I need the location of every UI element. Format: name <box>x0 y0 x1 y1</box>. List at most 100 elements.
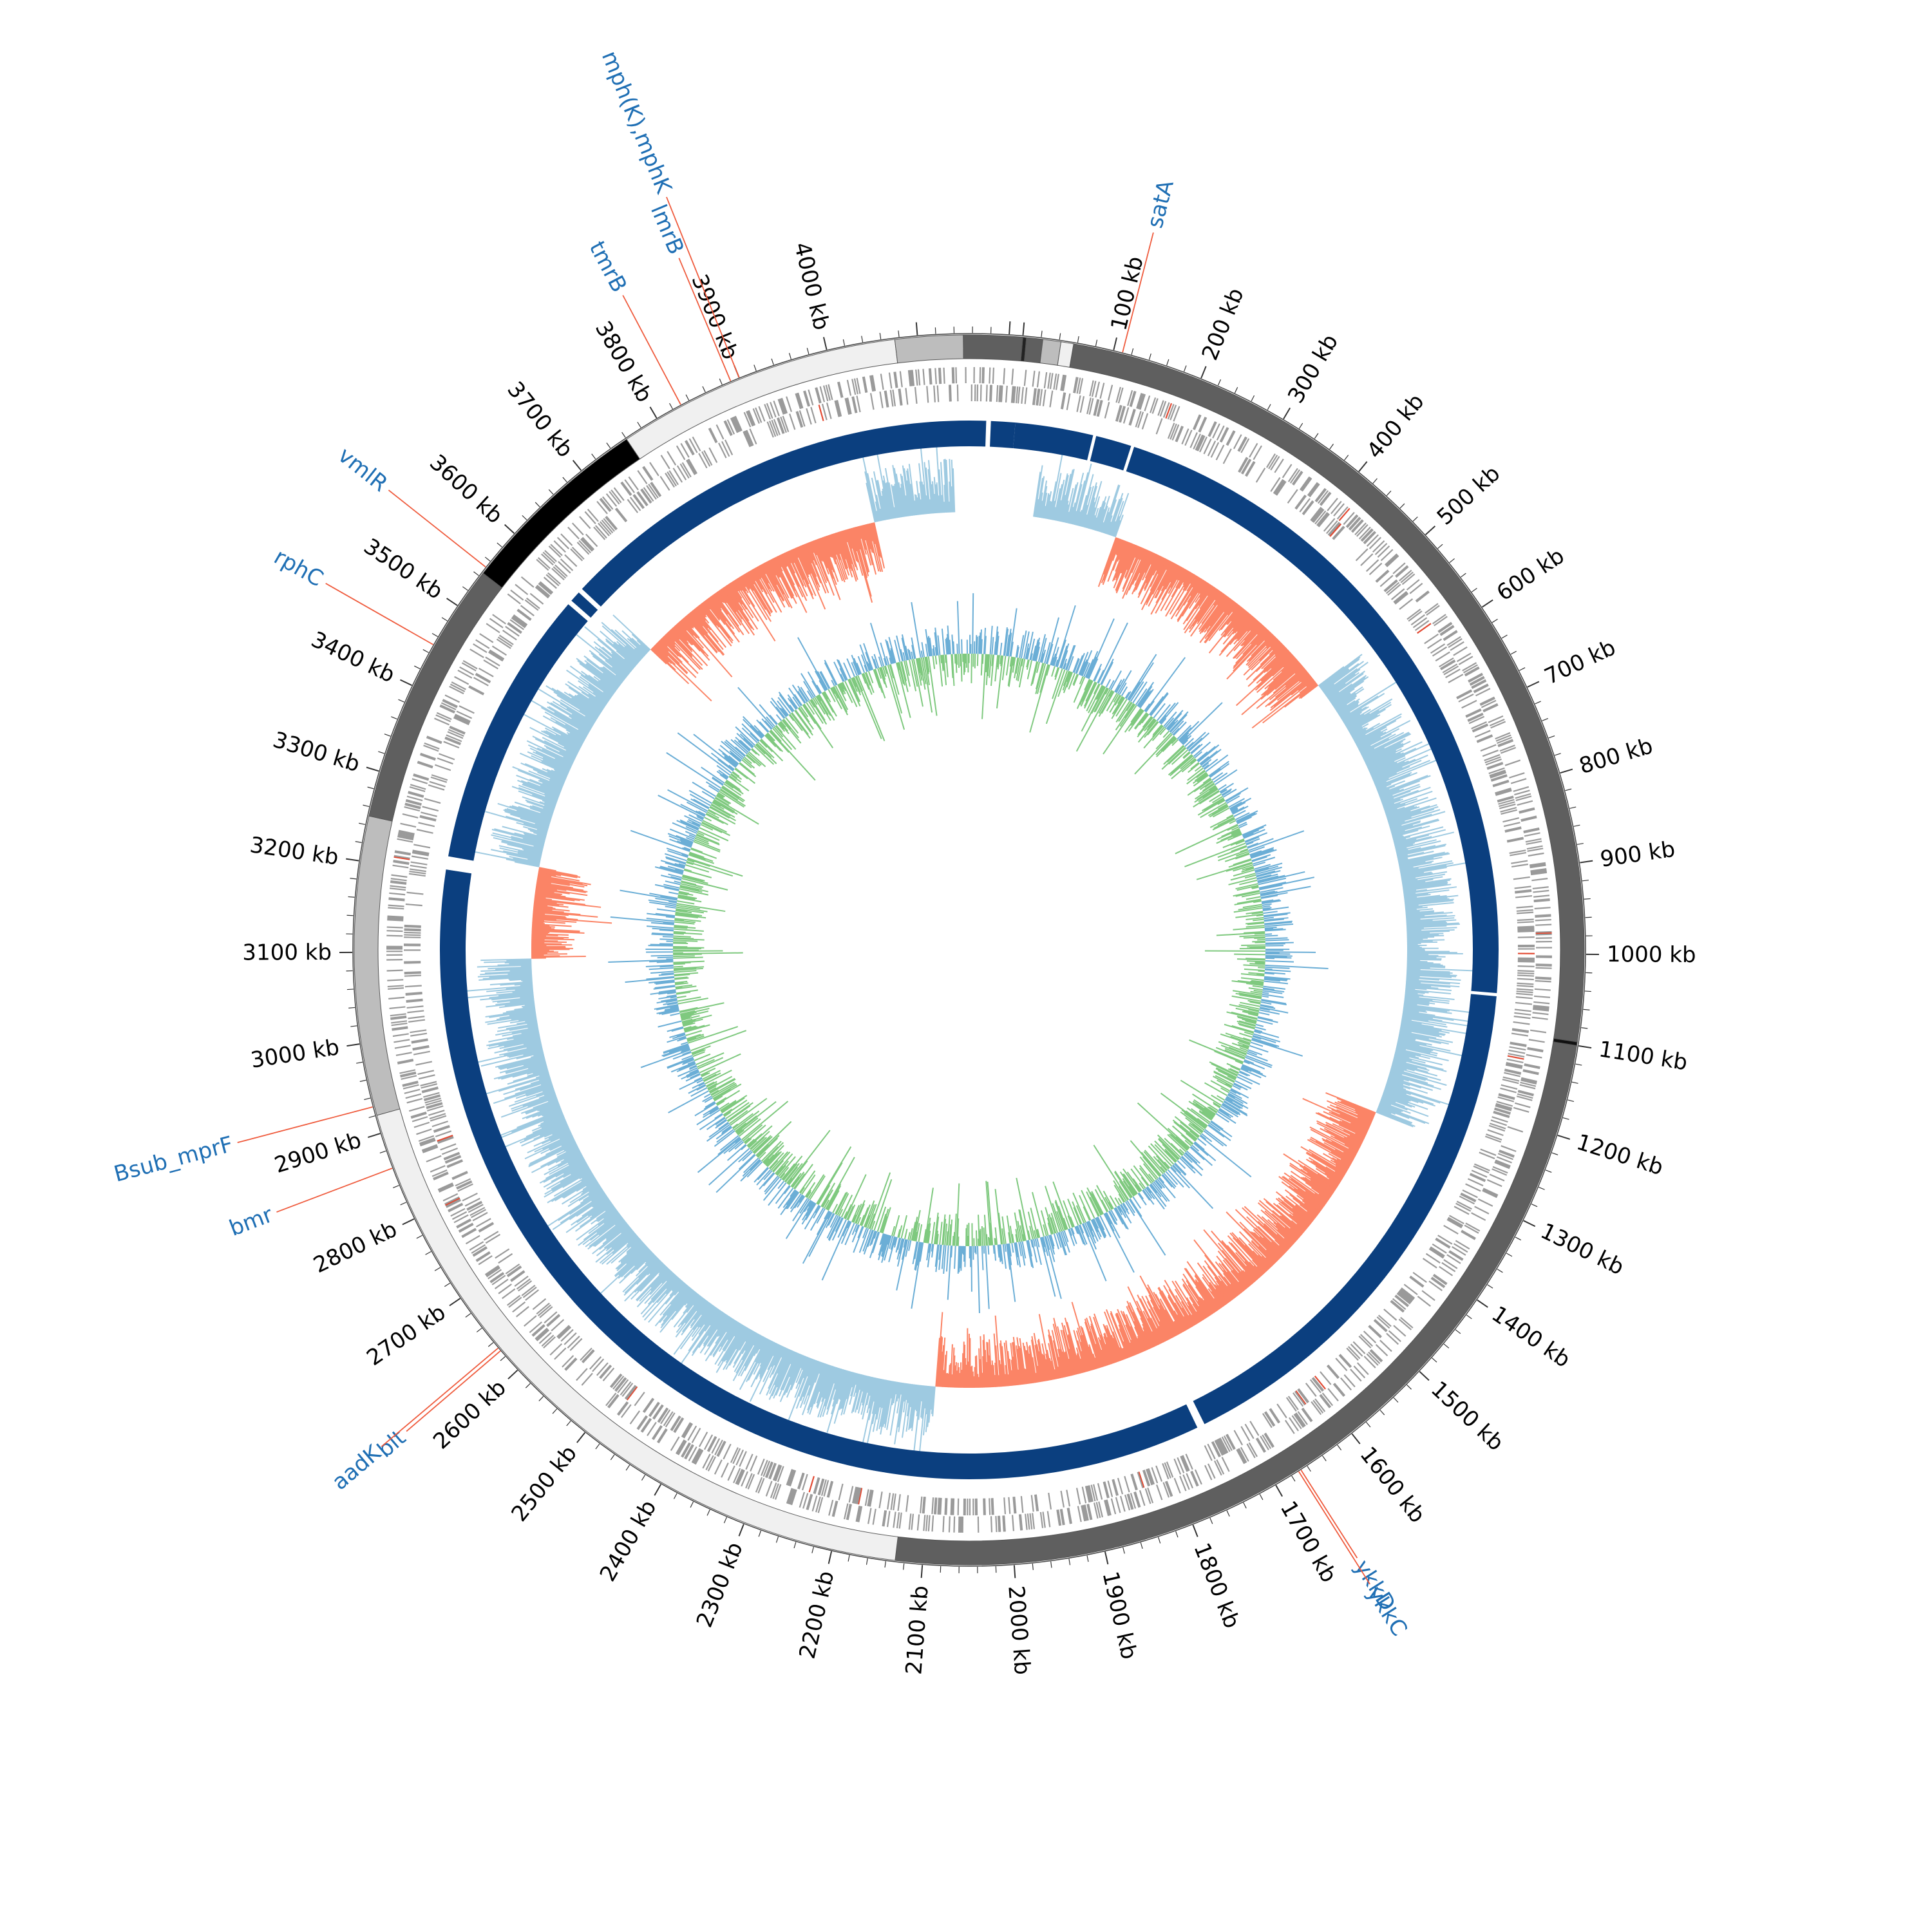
gc-skew-bar <box>1390 821 1421 831</box>
gc-content-bar <box>1252 985 1264 988</box>
gc-content-bar <box>1011 1234 1014 1243</box>
gc-content-bar <box>1215 769 1238 786</box>
gc-content-bar <box>667 1026 684 1032</box>
gc-skew-bar <box>1392 825 1430 837</box>
gc-content-bar <box>1126 702 1133 712</box>
gc-content-bar <box>879 1233 884 1245</box>
gc-content-bar <box>987 654 990 677</box>
gc-content-bar <box>764 1177 780 1195</box>
gc-content-bar <box>1256 870 1281 878</box>
gc-content-bar <box>676 820 699 831</box>
gc-skew-bar <box>1144 556 1162 591</box>
gc-skew-bar <box>1264 649 1289 674</box>
gc-content-bar <box>724 757 737 768</box>
gc-skew-bar <box>1276 674 1311 701</box>
gc-content-bar <box>946 634 950 655</box>
gc-content-bar <box>1184 842 1246 867</box>
gc-skew-bar <box>1104 499 1117 534</box>
gc-skew-bar <box>1045 491 1052 519</box>
gc-content-bar <box>873 1231 878 1239</box>
gc-content-bar <box>1158 702 1176 723</box>
gc-content-bar <box>764 735 777 748</box>
gc-skew-bar <box>1220 605 1241 630</box>
gc-content-bar <box>746 1161 763 1178</box>
gc-content-bar <box>1113 1208 1124 1225</box>
gc-skew-bar <box>1094 500 1104 531</box>
gc-content-bar <box>1262 993 1284 998</box>
gc-skew-bar <box>1178 571 1189 589</box>
gc-skew-bar <box>1406 957 1442 960</box>
gc-skew-bar <box>1039 480 1048 518</box>
gc-content-bar <box>1034 1230 1037 1239</box>
gc-content-bar <box>1075 1226 1084 1245</box>
gc-content-bar <box>681 1070 699 1080</box>
gc-skew-bar <box>1406 963 1443 966</box>
gc-skew-bar <box>1183 585 1214 630</box>
gc-skew-bar <box>1392 829 1419 838</box>
gc-skew-bar <box>1363 741 1403 761</box>
gc-content-bar <box>882 666 887 677</box>
gc-content-bar <box>1052 1181 1071 1229</box>
gc-skew-bar <box>1358 733 1392 752</box>
gc-skew-bar <box>1218 604 1240 631</box>
gc-content-bar <box>1103 1190 1114 1209</box>
gc-content-bar <box>835 685 849 710</box>
gc-skew-bar <box>1197 591 1221 625</box>
gc-content-bar <box>867 1229 875 1247</box>
gc-content-bar <box>1164 717 1175 728</box>
gc-skew-bar <box>1099 506 1108 533</box>
gc-content-bar <box>681 1015 700 1021</box>
gc-content-bar <box>730 739 748 755</box>
gc-skew-bar <box>1406 962 1441 965</box>
gc-content-bar <box>1177 724 1191 740</box>
gc-content-bar <box>1202 762 1209 768</box>
gc-content-bar <box>1213 1103 1220 1108</box>
gc-content-bar <box>1150 1183 1162 1198</box>
gc-content-bar <box>1034 638 1041 661</box>
gc-skew-bar <box>1105 515 1113 535</box>
gc-content-bar <box>739 762 757 777</box>
gc-content-bar <box>847 1204 856 1221</box>
gc-content-bar <box>688 790 712 804</box>
gc-content-bar <box>744 756 752 764</box>
gc-skew-bar <box>1170 576 1198 620</box>
gc-skew-bar <box>1144 554 1158 579</box>
gc-skew-bar <box>1406 952 1463 955</box>
gc-skew-bar <box>1039 500 1043 518</box>
gc-content-bar <box>1244 1059 1255 1065</box>
gc-skew-bar <box>1161 565 1181 600</box>
gc-content-bar <box>1142 1189 1151 1201</box>
gc-content-bar <box>1142 715 1152 728</box>
gc-content-bar <box>1260 890 1275 895</box>
gc-content-bar <box>702 1095 712 1103</box>
gc-content-bar <box>721 786 744 803</box>
gc-content-bar <box>1153 1156 1168 1171</box>
gc-content-bar <box>740 1160 762 1182</box>
gc-content-bar <box>913 1209 921 1242</box>
gc-content-bar <box>1193 1142 1209 1157</box>
gc-skew-bar <box>1356 732 1383 747</box>
gc-content-bar <box>942 1214 946 1245</box>
gc-content-bar <box>939 1222 943 1245</box>
gc-skew-bar <box>1122 548 1145 599</box>
gc-content-bar <box>1128 710 1144 732</box>
gc-skew-bar <box>1392 1061 1418 1069</box>
gc-skew-bar <box>1241 663 1302 715</box>
gc-content-bar <box>770 701 785 719</box>
gc-content-bar <box>1063 671 1072 694</box>
gc-content-bar <box>825 1213 835 1229</box>
gc-content-bar <box>1160 702 1179 724</box>
gc-content-bar <box>1168 753 1193 776</box>
gc-content-bar <box>757 741 775 759</box>
gc-content-bar <box>668 891 679 895</box>
gc-content-bar <box>1046 643 1054 665</box>
gc-content-bar <box>1151 726 1165 741</box>
gc-content-bar <box>1156 704 1171 721</box>
gc-content-bar <box>1261 899 1280 904</box>
gc-content-bar <box>1221 788 1232 796</box>
gc-skew-bar <box>1365 741 1411 764</box>
gc-content-bar <box>743 737 754 748</box>
feature-mark <box>1308 482 1320 497</box>
gc-content-bar <box>1150 693 1169 717</box>
gc-content-bar <box>792 1197 808 1222</box>
